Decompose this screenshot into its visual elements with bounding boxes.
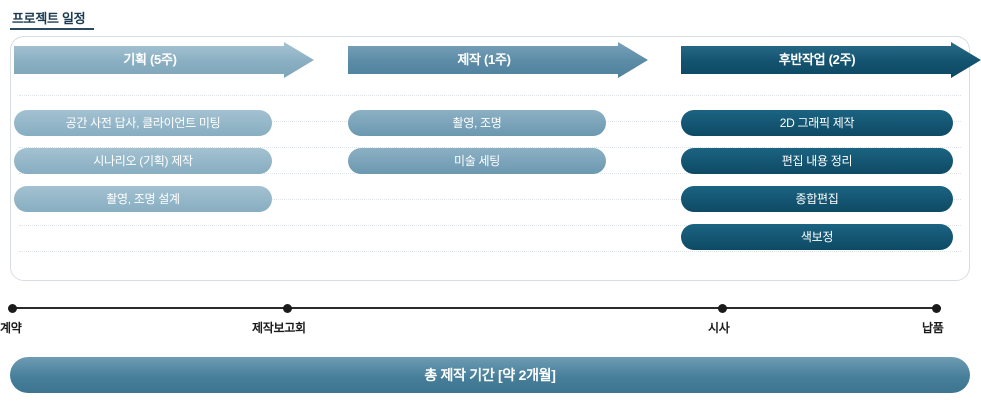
task-pill-3-2[interactable]: 편집 내용 정리 <box>681 148 953 174</box>
phase-arrow-3[interactable]: 후반작업 (2주) <box>681 42 981 78</box>
task-pill-1-2[interactable]: 시나리오 (기획) 제작 <box>14 148 272 174</box>
phase-label-2: 제작 (1주) <box>457 52 511 67</box>
task-pill-3-3[interactable]: 종합편집 <box>681 186 953 212</box>
phase-arrow-1[interactable]: 기획 (5주) <box>14 42 314 78</box>
arrow-shape-icon <box>14 42 314 78</box>
task-pill-1-3[interactable]: 촬영, 조명 설계 <box>14 186 272 212</box>
timeline-axis <box>10 307 941 309</box>
milestone-dot-3[interactable] <box>718 304 727 313</box>
phase-label-3: 후반작업 (2주) <box>778 52 856 67</box>
task-pill-2-2[interactable]: 미술 세팅 <box>348 148 606 174</box>
milestone-dot-2[interactable] <box>283 304 292 313</box>
task-pill-3-1[interactable]: 2D 그래픽 제작 <box>681 110 953 136</box>
total-duration-bar: 총 제작 기간 [약 2개월] <box>10 357 970 393</box>
task-pill-3-4[interactable]: 색보정 <box>681 224 953 250</box>
phase-label-1: 기획 (5주) <box>123 52 177 67</box>
arrow-shape-icon <box>681 42 981 78</box>
milestone-label-1: 계약 <box>0 321 22 335</box>
task-pill-2-1[interactable]: 촬영, 조명 <box>348 110 606 136</box>
phase-arrow-2[interactable]: 제작 (1주) <box>348 42 648 78</box>
milestone-label-3: 시사 <box>708 321 730 335</box>
milestone-dot-4[interactable] <box>932 304 941 313</box>
title-underline <box>10 28 94 30</box>
task-pill-1-1[interactable]: 공간 사전 답사, 클라이언트 미팅 <box>14 110 272 136</box>
milestone-dot-1[interactable] <box>8 304 17 313</box>
milestone-label-4: 납품 <box>922 321 944 335</box>
page-title: 프로젝트 일정 <box>12 11 86 26</box>
arrow-shape-icon <box>348 42 648 78</box>
milestone-label-2: 제작보고회 <box>252 321 306 335</box>
